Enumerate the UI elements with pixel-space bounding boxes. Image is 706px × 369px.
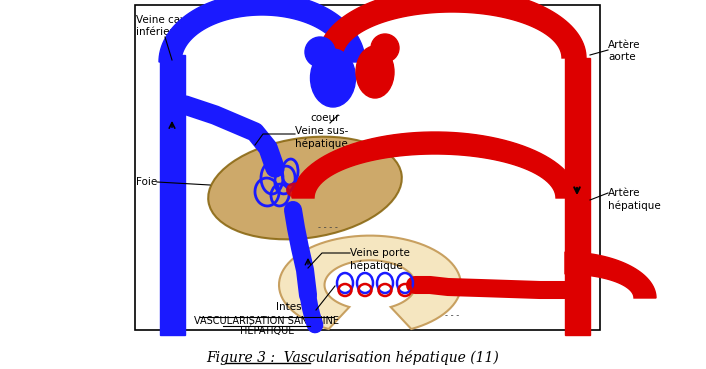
- Ellipse shape: [356, 46, 394, 98]
- Ellipse shape: [286, 183, 304, 197]
- Polygon shape: [159, 0, 365, 62]
- Text: coeur: coeur: [310, 113, 340, 123]
- Polygon shape: [279, 236, 461, 329]
- Ellipse shape: [311, 49, 356, 107]
- Text: Intestin: Intestin: [276, 302, 316, 312]
- Text: VASCULARISATION SANGUINE: VASCULARISATION SANGUINE: [194, 316, 340, 326]
- Text: HÉPATIQUE: HÉPATIQUE: [240, 325, 294, 336]
- Text: Veine porte
hépatique: Veine porte hépatique: [350, 248, 410, 271]
- Text: - - - -: - - - -: [318, 224, 338, 232]
- Text: Artère
hépatique: Artère hépatique: [608, 188, 661, 211]
- Ellipse shape: [305, 37, 335, 67]
- Polygon shape: [565, 252, 656, 298]
- Polygon shape: [318, 0, 586, 58]
- Bar: [565, 58, 590, 335]
- Ellipse shape: [371, 34, 399, 62]
- Text: Veine cave
inférieure: Veine cave inférieure: [136, 15, 193, 37]
- Ellipse shape: [208, 137, 402, 239]
- Text: Foie: Foie: [136, 177, 157, 187]
- Bar: [135, 5, 600, 330]
- Text: Veine sus-
hépatique: Veine sus- hépatique: [295, 126, 348, 149]
- Bar: [160, 55, 185, 335]
- Text: Figure 3 :  Vascularisation hépatique (11): Figure 3 : Vascularisation hépatique (11…: [207, 350, 499, 365]
- Text: - - -: - - -: [445, 310, 459, 320]
- Text: Artère
aorte: Artère aorte: [608, 40, 640, 62]
- Polygon shape: [292, 132, 578, 198]
